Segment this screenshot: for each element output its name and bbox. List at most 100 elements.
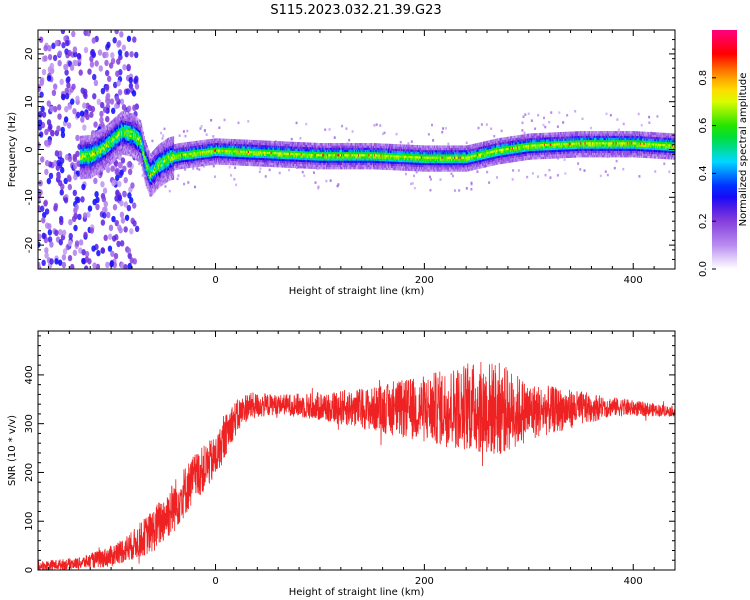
ridge-cell: [155, 187, 158, 191]
ridge-cell: [136, 136, 138, 139]
ridge-cell: [141, 142, 144, 145]
ridge-cell: [85, 150, 87, 154]
ridge-cell: [79, 135, 82, 139]
ridge-cell: [163, 142, 165, 146]
ridge-cell: [128, 125, 130, 129]
ridge-cell: [104, 152, 106, 155]
ridge-cell: [80, 176, 83, 180]
ridge-cell: [83, 169, 85, 173]
ridge-cell: [165, 158, 167, 162]
ridge-cell: [116, 141, 118, 145]
ridge-cell: [168, 178, 170, 182]
ridge-cell: [155, 170, 158, 174]
ridge-cell: [85, 152, 87, 156]
ridge-cell: [105, 140, 107, 144]
ridge-cell: [162, 162, 164, 166]
noise-blob: [111, 180, 116, 187]
ridge-cell: [142, 170, 145, 173]
ridge-cell: [147, 160, 149, 164]
ridge-cell: [166, 171, 168, 174]
ridge-cell: [93, 139, 96, 142]
ridge-cell: [135, 122, 137, 126]
noise-speck: [527, 112, 530, 115]
ridge-cell: [132, 133, 134, 136]
ridge-cell: [118, 120, 120, 124]
ridge-cell: [152, 183, 154, 187]
ridge-cell: [98, 164, 100, 167]
ridge-cell: [138, 128, 141, 131]
noise-speck: [548, 120, 551, 124]
ridge-cell: [150, 183, 152, 187]
ridge-cell: [140, 131, 143, 135]
ridge-cell: [98, 162, 100, 165]
ridge-cell: [182, 149, 184, 152]
ridge-cell: [147, 164, 149, 168]
ridge-cell: [128, 151, 130, 154]
noise-blob: [87, 258, 92, 265]
ridge-cell: [103, 161, 105, 164]
ridge-cell: [168, 167, 170, 171]
ridge-cell: [97, 143, 99, 146]
ridge-cell: [135, 129, 137, 132]
ridge-cell: [81, 172, 83, 175]
ridge-cell: [116, 124, 118, 127]
noise-speck: [604, 170, 607, 173]
ridge-cell: [111, 120, 114, 123]
ridge-cell: [153, 156, 155, 160]
ridge-cell: [158, 156, 161, 160]
noise-speck: [161, 137, 164, 140]
ridge-cell: [151, 171, 153, 175]
ridge-cell: [90, 134, 92, 138]
ridge-cell: [100, 148, 102, 151]
ridge-cell: [115, 146, 117, 150]
ridge-cell: [129, 117, 131, 120]
ridge-cell: [110, 120, 113, 124]
noise-blob: [132, 104, 137, 112]
ridge-cell: [168, 156, 170, 160]
ridge-cell: [92, 174, 95, 177]
ridge-cell: [125, 120, 128, 124]
ridge-cell: [137, 119, 139, 123]
ridge-cell: [133, 118, 135, 122]
ridge-cell: [107, 147, 110, 150]
ridge-cell: [175, 148, 177, 151]
ridge-cell: [117, 138, 119, 142]
ridge-cell: [99, 163, 101, 167]
ridge-cell: [136, 134, 138, 137]
ridge-cell: [104, 160, 106, 164]
ridge-cell: [111, 126, 114, 130]
ridge-cell: [155, 181, 158, 185]
ridge-cell: [134, 154, 136, 157]
ridge-cell: [155, 151, 158, 154]
ridge-cell: [117, 142, 119, 146]
ridge-cell: [134, 139, 136, 142]
ridge-cell: [114, 132, 116, 136]
ridge-cell: [94, 151, 97, 155]
ridge-cell: [94, 162, 97, 165]
ridge-cell: [162, 167, 164, 170]
ridge-cell: [145, 153, 147, 156]
ridge-cell: [138, 147, 141, 150]
ridge-cell: [123, 113, 125, 117]
ridge-cell: [168, 165, 170, 169]
ridge-cell: [180, 153, 182, 157]
ridge-cell: [93, 132, 96, 136]
ridge-cell: [86, 150, 88, 153]
ridge-cell: [98, 157, 100, 161]
noise-speck: [162, 134, 165, 137]
ridge-cell: [169, 171, 172, 174]
ridge-cell: [167, 157, 169, 161]
ridge-cell: [92, 159, 95, 162]
ridge-cell: [131, 115, 133, 119]
ridge-cell: [110, 155, 113, 158]
ridge-cell: [131, 117, 133, 121]
ridge-cell: [105, 153, 107, 157]
ridge-cell: [127, 153, 130, 156]
ridge-cell: [148, 186, 150, 190]
ridge-cell: [150, 187, 152, 191]
ridge-cell: [169, 154, 171, 157]
ridge-cell: [110, 159, 113, 163]
noise-blob: [82, 212, 88, 219]
ridge-cell: [123, 128, 126, 132]
ridge-cell: [159, 173, 161, 177]
